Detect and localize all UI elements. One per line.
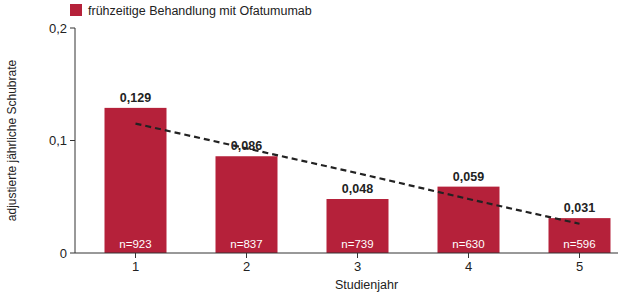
y-tick-label: 0,2 [49,21,67,36]
chart: frühzeitige Behandlung mit Ofatumumab adj… [0,0,620,296]
sample-size-label: n=739 [341,238,373,250]
y-tick [70,28,75,29]
x-tick-label: 5 [576,259,583,274]
x-tick [468,253,469,258]
x-tick [579,253,580,258]
y-tick [70,253,75,254]
bar [105,108,167,253]
sample-size-label: n=837 [230,238,262,250]
data-label: 0,129 [120,91,151,105]
data-label: 0,048 [342,182,373,196]
sample-size-label: n=630 [452,238,484,250]
x-tick-label: 2 [243,259,250,274]
x-tick [246,253,247,258]
x-tick [357,253,358,258]
y-tick-label: 0 [60,246,67,261]
x-tick [135,253,136,258]
trend-line [136,124,580,224]
legend: frühzeitige Behandlung mit Ofatumumab [70,4,312,18]
legend-label: frühzeitige Behandlung mit Ofatumumab [88,4,312,18]
bar [216,156,278,253]
x-tick-label: 3 [354,259,361,274]
y-tick-label: 0,1 [49,133,67,148]
x-axis-label: Studienjahr [335,278,398,292]
bar [327,199,389,253]
data-label: 0,086 [231,139,262,153]
y-axis-label: adjustierte jährliche Schubrate [5,59,19,221]
data-label: 0,031 [564,201,595,215]
x-axis-line [75,253,618,254]
y-tick [70,140,75,141]
sample-size-label: n=596 [563,238,595,250]
plot-marks [105,108,611,253]
legend-swatch [70,4,82,16]
data-label: 0,059 [453,170,484,184]
sample-size-label: n=923 [119,238,151,250]
x-tick-label: 4 [465,259,472,274]
bar [438,187,500,253]
x-tick-label: 1 [132,259,139,274]
